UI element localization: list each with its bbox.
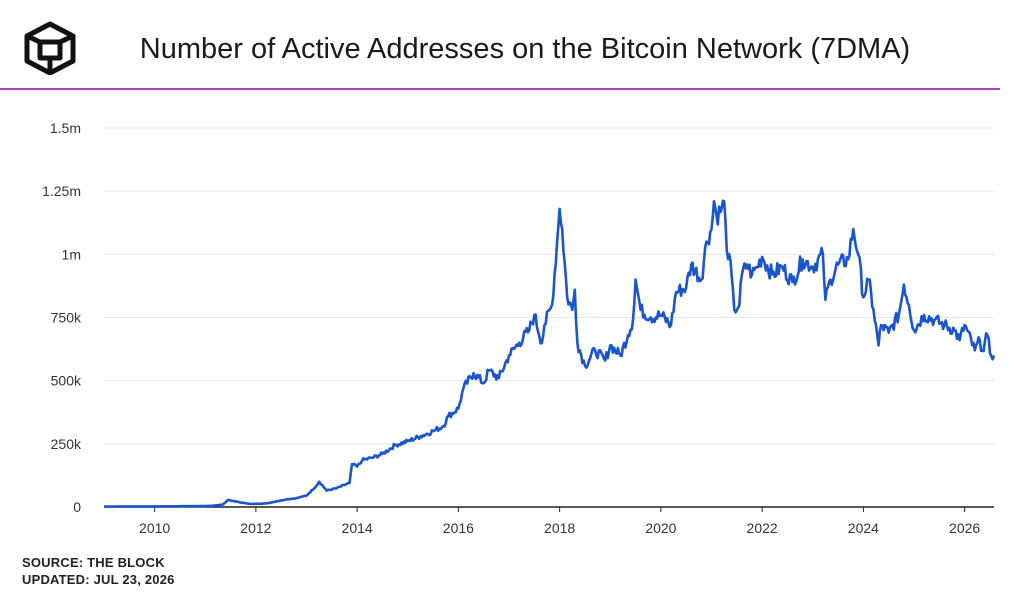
x-tick-label: 2014 <box>342 520 373 536</box>
x-tick-label: 2024 <box>848 520 879 536</box>
header: Number of Active Addresses on the Bitcoi… <box>0 0 1024 90</box>
y-tick-label: 750k <box>51 310 82 326</box>
y-tick-label: 250k <box>51 436 82 452</box>
y-tick-label: 500k <box>51 373 82 389</box>
y-tick-label: 1m <box>62 246 81 262</box>
x-tick-label: 2018 <box>544 520 575 536</box>
footer: SOURCE: THE BLOCK UPDATED: JUL 23, 2026 <box>22 554 175 588</box>
chart-title: Number of Active Addresses on the Bitcoi… <box>139 33 911 65</box>
source-label: SOURCE: THE BLOCK <box>22 555 165 570</box>
x-tick-label: 2020 <box>645 520 676 536</box>
x-tick-label: 2022 <box>747 520 778 536</box>
gridlines <box>104 127 994 508</box>
updated-label: UPDATED: JUL 23, 2026 <box>22 572 175 587</box>
y-tick-label: 1.5m <box>50 120 81 136</box>
y-tick-label: 1.25m <box>42 183 81 199</box>
x-axis: 2010 2012 2014 2016 2018 2020 2022 2024 2026 <box>104 506 994 536</box>
x-tick-label: 2026 <box>949 520 980 536</box>
series-group <box>104 199 996 508</box>
x-tick-label: 2010 <box>139 520 170 536</box>
cube-logo-icon <box>24 21 76 75</box>
x-tick-label: 2012 <box>240 520 271 536</box>
y-axis: 0 250k 500k 750k 1m 1.25m 1.5m <box>42 120 82 515</box>
y-tick-label: 0 <box>73 499 81 515</box>
title-divider <box>0 88 1000 90</box>
active-addresses-line <box>104 199 996 508</box>
x-tick-label: 2016 <box>443 520 474 536</box>
